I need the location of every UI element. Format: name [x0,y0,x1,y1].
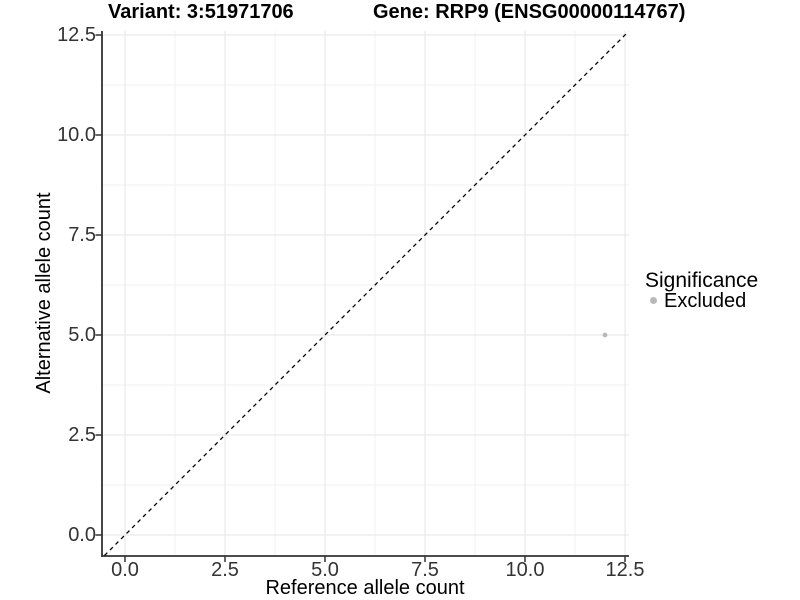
y-axis-title: Alternative allele count [33,192,55,394]
data-point [602,332,608,338]
grid-minor-lines [102,31,629,556]
y-tick-marks [95,34,102,536]
y-tick-label: 10.0 [57,124,96,146]
grid-major-lines [102,31,629,556]
y-tick-label: 0.0 [68,524,96,546]
legend-title: Significance [645,269,759,292]
identity-dashed-line [104,31,629,556]
y-tick-label: 5.0 [68,324,96,346]
data-points-layer [602,332,608,338]
x-tick-label: 12.5 [605,559,645,581]
legend-point-icon [650,297,657,304]
x-tick-label: 0.0 [111,559,139,581]
y-tick-label: 7.5 [68,224,96,246]
y-tick-label: 2.5 [68,424,96,446]
x-tick-marks [124,556,626,562]
x-tick-label: 2.5 [211,559,239,581]
plot-title-gene: Gene: RRP9 (ENSG00000114767) [373,1,686,23]
y-tick-label: 12.5 [57,24,96,46]
x-tick-label: 5.0 [311,559,339,581]
x-tick-label: 10.0 [505,559,545,581]
plot-title-variant: Variant: 3:51971706 [108,1,294,23]
legend-item-label: Excluded [664,290,747,312]
x-tick-label: 7.5 [411,559,439,581]
x-axis-title: Reference allele count [265,577,465,599]
